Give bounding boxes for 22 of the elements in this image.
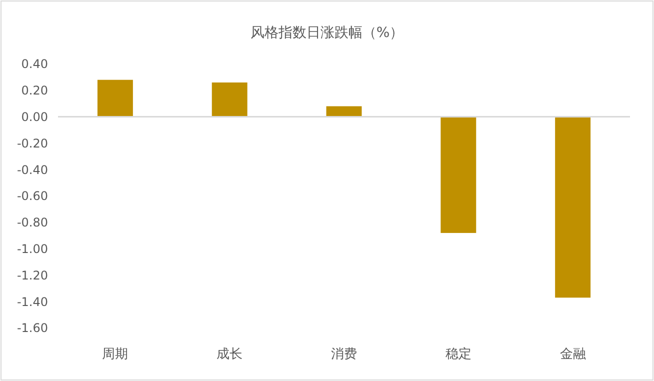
- y-tick-label: 0.40: [21, 57, 48, 72]
- y-tick-label: -1.20: [16, 268, 48, 282]
- y-tick-label: -0.60: [16, 189, 48, 204]
- y-tick-label: -0.20: [16, 136, 48, 150]
- x-tick-label: 成长: [216, 347, 243, 362]
- y-tick-label: -1.60: [16, 321, 48, 336]
- y-tick-label: 0.00: [21, 110, 48, 124]
- bar: [440, 116, 476, 233]
- y-tick-label: -0.80: [16, 216, 48, 230]
- y-tick-label: 0.20: [21, 84, 48, 98]
- bar: [326, 106, 362, 117]
- chart-title: 风格指数日涨跌幅（%）: [250, 25, 404, 41]
- x-tick-label: 金融: [560, 347, 586, 362]
- y-tick-label: -1.40: [16, 294, 48, 309]
- x-tick-label: 消费: [331, 347, 357, 362]
- bar: [212, 82, 248, 117]
- bar: [555, 116, 591, 298]
- y-tick-label: -1.00: [16, 242, 48, 256]
- x-tick-label: 稳定: [445, 347, 472, 362]
- bar: [97, 80, 133, 117]
- x-tick-label: 周期: [102, 347, 128, 362]
- y-tick-label: -0.40: [16, 162, 48, 177]
